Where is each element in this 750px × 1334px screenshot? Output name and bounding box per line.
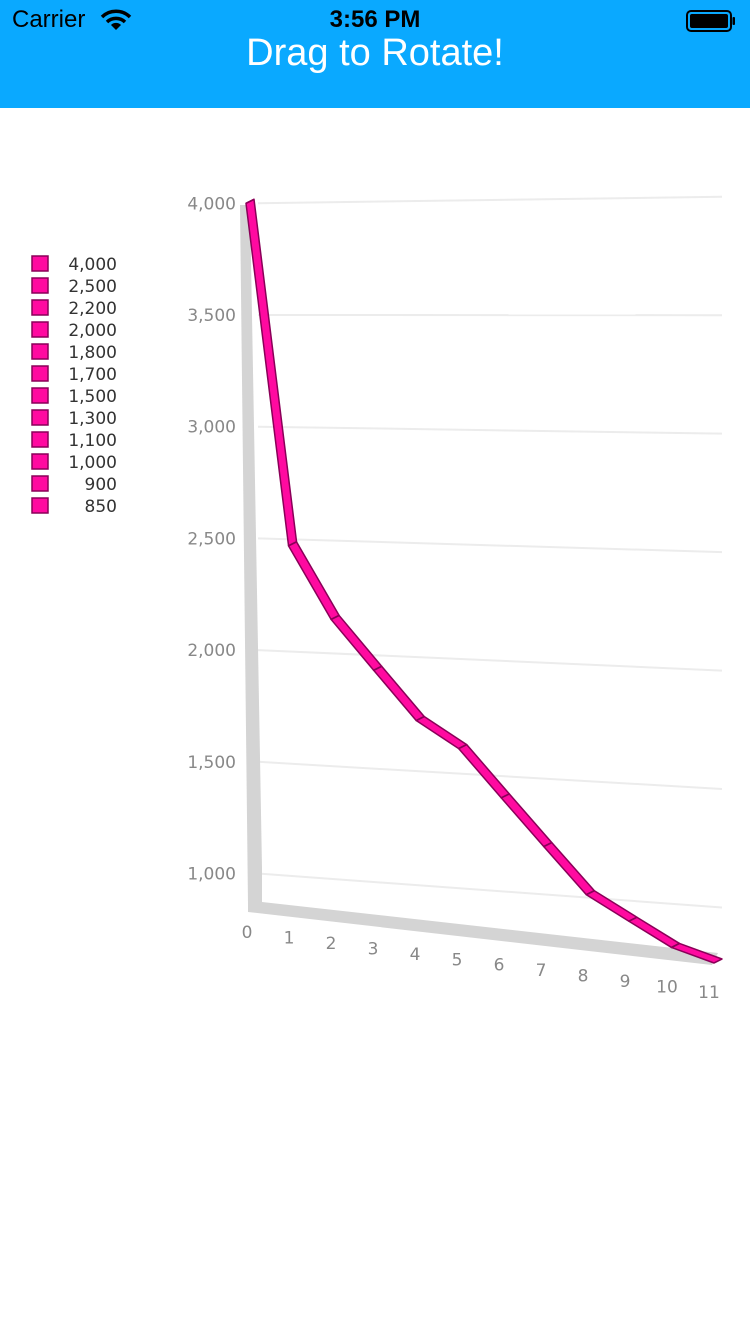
- legend-label: 1,800: [68, 343, 117, 363]
- data-point: [671, 942, 680, 949]
- data-point: [373, 665, 382, 671]
- line-segment: [543, 841, 596, 896]
- legend-swatch: [31, 255, 49, 272]
- x-tick-label: 1: [284, 928, 295, 948]
- line-segment: [585, 889, 638, 922]
- x-tick-label: 0: [242, 923, 253, 943]
- data-point: [245, 198, 255, 204]
- legend-label: 1,300: [68, 409, 117, 429]
- y-tick-label: 2,500: [187, 529, 236, 549]
- legend-label: 1,500: [68, 387, 117, 407]
- data-point: [628, 916, 638, 922]
- x-tick-label: 10: [656, 978, 678, 998]
- x-tick-label: 9: [620, 972, 631, 992]
- y-tick-label: 3,000: [187, 418, 236, 438]
- legend-label: 850: [85, 497, 117, 517]
- y-axis-wall: [240, 205, 262, 905]
- grid-line: [257, 195, 723, 205]
- legend-label: 2,200: [68, 299, 117, 319]
- legend-label: 1,100: [68, 431, 117, 451]
- line-segment: [457, 743, 511, 799]
- data-point: [330, 614, 340, 621]
- legend-swatch: [31, 321, 49, 338]
- legend-label: 1,700: [68, 365, 117, 385]
- data-point: [288, 541, 297, 547]
- line-segment: [330, 614, 383, 672]
- data-point: [415, 715, 425, 722]
- legend-swatch: [31, 497, 49, 514]
- x-tick-label: 6: [494, 956, 505, 976]
- line-segment: [287, 541, 340, 621]
- legend-label: 2,500: [68, 277, 117, 297]
- nav-title: Drag to Rotate!: [246, 32, 504, 74]
- header: Carrier 3:56 PM Drag to Rotate!: [0, 0, 750, 108]
- data-point: [543, 841, 553, 848]
- battery-icon: [686, 10, 735, 32]
- legend-swatch: [31, 299, 49, 316]
- y-tick-label: 1,500: [187, 753, 236, 773]
- x-tick-label: 5: [452, 950, 463, 970]
- data-point: [713, 958, 723, 964]
- x-tick-label: 11: [698, 983, 720, 1003]
- legend-label: 4,000: [68, 255, 117, 275]
- y-tick-label: 4,000: [187, 194, 236, 214]
- y-tick-label: 3,500: [187, 306, 236, 326]
- line-chart-3d[interactable]: 1,000 1,500 2,000 2,500 3,000 3,500 4,000 0 1 2 3 4…: [0, 108, 750, 1068]
- grid-line: [257, 425, 723, 435]
- y-tick-label: 2,000: [187, 641, 236, 661]
- wifi-icon: [100, 9, 132, 30]
- legend-swatch: [31, 277, 49, 294]
- data-point: [586, 890, 595, 896]
- legend-swatch: [31, 343, 49, 360]
- grid-line: [257, 649, 723, 672]
- line-segment: [415, 715, 468, 750]
- grid-line: [257, 537, 723, 554]
- legend-swatch: [31, 475, 49, 492]
- x-tick-label: 3: [368, 939, 379, 959]
- legend-swatch: [31, 453, 49, 470]
- legend-label: 900: [85, 475, 117, 495]
- data-point: [458, 743, 468, 750]
- grid-line: [257, 872, 723, 909]
- status-time: 3:56 PM: [329, 6, 421, 33]
- line-segment: [372, 665, 425, 722]
- legend-swatch: [31, 431, 49, 448]
- legend-swatch: [31, 365, 49, 382]
- x-tick-label: 2: [326, 934, 337, 954]
- legend-label: 2,000: [68, 321, 117, 341]
- data-point: [500, 793, 510, 799]
- legend-swatch: [31, 409, 49, 426]
- legend-swatch: [31, 387, 49, 404]
- line-segment: [628, 916, 681, 949]
- legend-label: 1,000: [68, 453, 117, 473]
- line-segment: [500, 793, 553, 848]
- x-tick-label: 7: [536, 961, 547, 981]
- y-tick-label: 1,000: [187, 864, 236, 884]
- status-carrier: Carrier: [12, 6, 86, 33]
- x-tick-label: 4: [410, 945, 421, 965]
- x-axis-floor: [248, 870, 718, 965]
- x-tick-label: 8: [578, 967, 589, 987]
